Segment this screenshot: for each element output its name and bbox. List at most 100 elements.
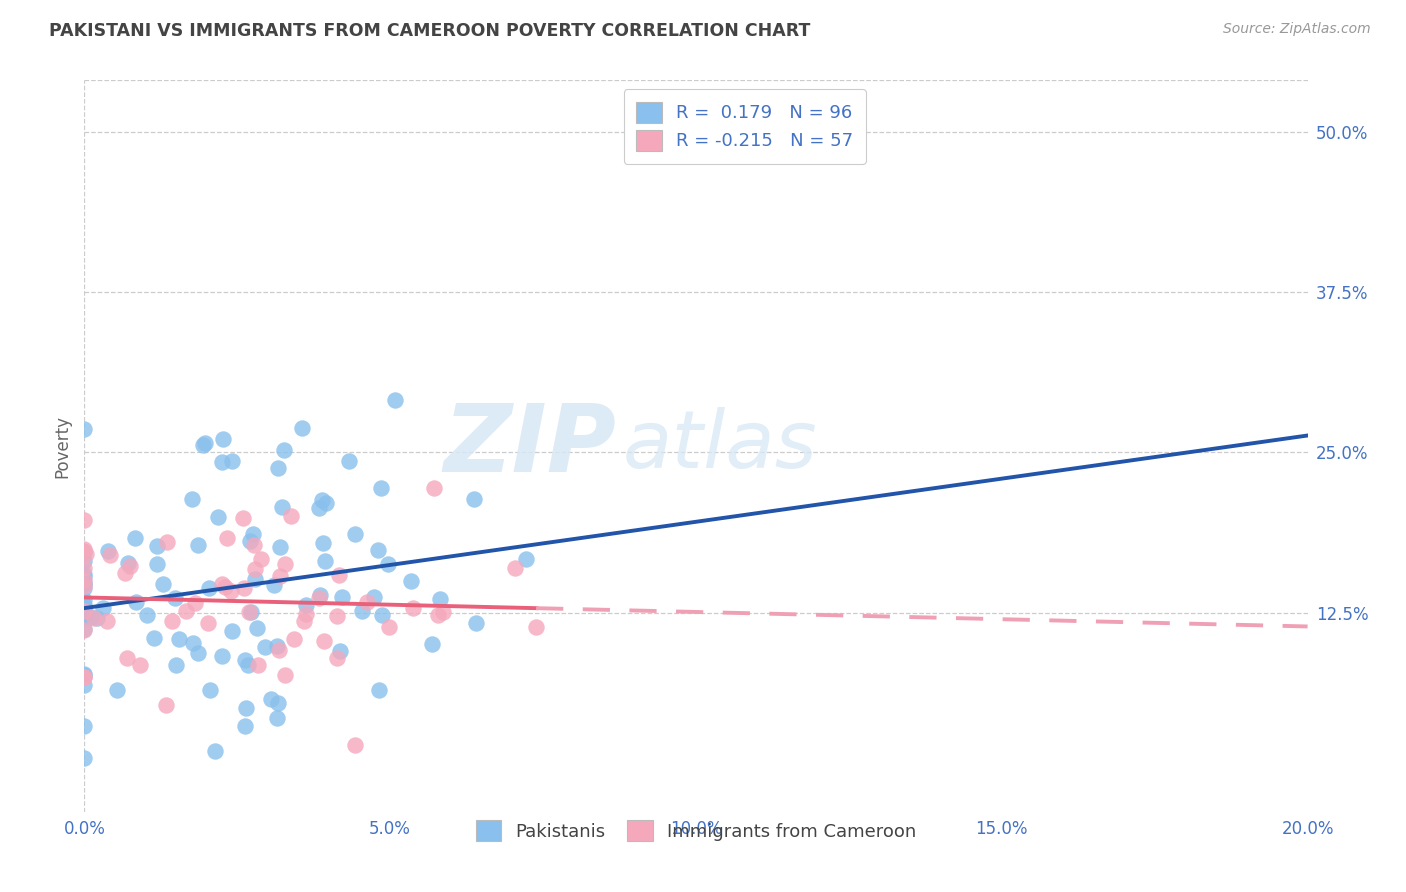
Point	[73, 609, 96, 624]
Point	[267, 461, 290, 475]
Point	[73, 603, 96, 617]
Point	[143, 631, 166, 645]
Point	[269, 643, 291, 657]
Point	[266, 640, 288, 654]
Point	[221, 583, 243, 598]
Point	[422, 481, 444, 495]
Point	[243, 538, 266, 552]
Point	[515, 552, 537, 566]
Point	[260, 691, 283, 706]
Point	[98, 548, 121, 562]
Point	[269, 569, 291, 583]
Point	[162, 615, 184, 629]
Point	[197, 616, 219, 631]
Point	[343, 738, 366, 752]
Point	[350, 604, 373, 618]
Point	[233, 653, 256, 667]
Point	[221, 624, 243, 638]
Point	[232, 511, 254, 525]
Point	[273, 557, 295, 571]
Point	[73, 575, 96, 590]
Point	[211, 648, 233, 663]
Point	[73, 593, 96, 607]
Point	[294, 598, 316, 612]
Point	[378, 620, 401, 634]
Point	[73, 554, 96, 568]
Point	[73, 670, 96, 684]
Point	[464, 616, 486, 631]
Point	[377, 558, 399, 572]
Point	[73, 623, 96, 637]
Point	[308, 501, 330, 516]
Point	[73, 544, 96, 558]
Point	[343, 527, 366, 541]
Point	[73, 600, 96, 615]
Point	[235, 700, 257, 714]
Point	[73, 670, 96, 684]
Point	[291, 421, 314, 435]
Point	[73, 624, 96, 638]
Point	[211, 455, 233, 469]
Point	[315, 496, 337, 510]
Point	[117, 556, 139, 570]
Point	[136, 607, 159, 622]
Point	[246, 658, 269, 673]
Point	[174, 604, 197, 618]
Text: atlas: atlas	[623, 407, 817, 485]
Point	[73, 513, 96, 527]
Point	[155, 698, 177, 712]
Point	[239, 534, 262, 549]
Point	[97, 543, 120, 558]
Point	[197, 581, 219, 595]
Point	[329, 644, 352, 658]
Point	[221, 454, 243, 468]
Point	[269, 540, 291, 554]
Point	[73, 579, 96, 593]
Point	[91, 601, 114, 615]
Point	[280, 508, 302, 523]
Point	[124, 532, 146, 546]
Point	[73, 607, 96, 622]
Point	[238, 605, 260, 619]
Point	[152, 577, 174, 591]
Point	[169, 632, 191, 646]
Point	[193, 438, 215, 452]
Point	[83, 611, 105, 625]
Point	[250, 552, 273, 566]
Point	[198, 683, 221, 698]
Point	[115, 650, 138, 665]
Point	[402, 601, 425, 615]
Point	[73, 666, 96, 681]
Text: Source: ZipAtlas.com: Source: ZipAtlas.com	[1223, 22, 1371, 37]
Point	[524, 619, 547, 633]
Point	[273, 442, 295, 457]
Point	[194, 436, 217, 450]
Point	[314, 634, 336, 648]
Point	[146, 557, 169, 571]
Point	[254, 640, 277, 655]
Point	[155, 535, 177, 549]
Point	[73, 581, 96, 595]
Point	[73, 542, 96, 557]
Point	[337, 454, 360, 468]
Point	[267, 696, 290, 710]
Point	[367, 542, 389, 557]
Y-axis label: Poverty: Poverty	[53, 415, 72, 477]
Point	[73, 566, 96, 581]
Point	[146, 539, 169, 553]
Point	[326, 609, 349, 624]
Point	[212, 432, 235, 446]
Point	[165, 658, 187, 673]
Legend: Pakistanis, Immigrants from Cameroon: Pakistanis, Immigrants from Cameroon	[463, 808, 929, 854]
Point	[371, 607, 394, 622]
Point	[232, 581, 254, 595]
Point	[384, 393, 406, 408]
Point	[73, 678, 96, 692]
Point	[187, 646, 209, 660]
Point	[463, 492, 485, 507]
Point	[328, 568, 350, 582]
Point	[207, 509, 229, 524]
Point	[73, 545, 96, 559]
Point	[73, 668, 96, 682]
Point	[80, 610, 103, 624]
